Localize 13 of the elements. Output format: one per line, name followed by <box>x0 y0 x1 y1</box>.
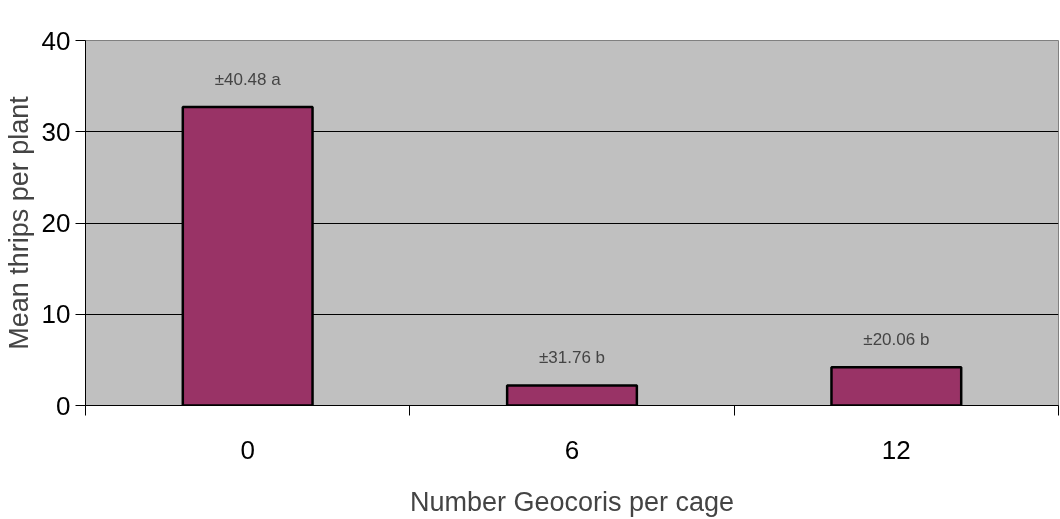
x-tick-label: 0 <box>240 434 255 465</box>
y-tick-label: 40 <box>41 25 71 56</box>
annotation: ±31.76 b <box>538 347 606 367</box>
y-axis-title: Mean thrips per plant <box>3 95 34 350</box>
annotation: ±40.48 a <box>214 69 282 89</box>
x-tick-label: 6 <box>564 434 580 465</box>
y-tick-label: 30 <box>41 116 71 147</box>
y-tick-label: 10 <box>41 299 71 330</box>
x-axis-title: Number Geocoris per cage <box>409 486 735 517</box>
y-tick-label: 20 <box>41 208 71 238</box>
annotation: ±20.06 b <box>863 329 930 349</box>
x-tick-label: 12 <box>881 434 911 465</box>
y-tick-label: 0 <box>56 390 71 421</box>
